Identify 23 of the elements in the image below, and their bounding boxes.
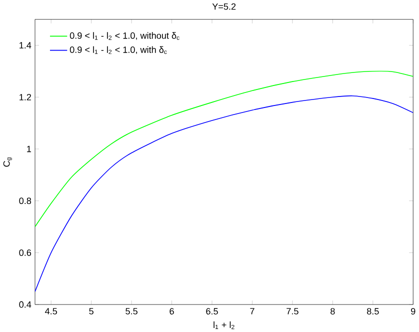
legend-label: 0.9 < l$_{1}$ - l$_{2}$ < 1.0, without δ$_{c}$ [70,32,180,40]
x-tick-label: 7.5 [286,308,298,314]
x-tick-label: 6.5 [206,308,218,314]
y-tick-label: 0.6 [19,249,32,256]
line-series [35,95,414,292]
legend-label: 0.9 < l$_{1}$ - l$_{2}$ < 1.0, with δ$_{c}$ [70,46,167,54]
x-tick-label: 8 [330,308,335,314]
y-axis-title: C$_{g}$ [3,157,12,166]
y-tick-label: 0.8 [19,197,32,204]
y-tick-label: 0.4 [19,301,32,308]
y-tick-label: 1.4 [20,42,32,48]
x-tick-label: 5.5 [126,308,138,314]
x-tick-label: 9 [411,308,416,314]
x-tick-label: 7 [250,308,254,314]
x-tick-label: 8.5 [367,308,379,314]
x-axis-title: l$_{1}$ + l$_{2}$ [214,321,234,329]
x-tick-label: 5 [89,308,94,314]
y-tick-label: 1 [27,146,32,152]
x-tick-label: 4.5 [45,308,58,314]
line-series [35,70,414,227]
x-tick-label: 6 [170,308,174,314]
chart-title: Y=5.2 [212,3,236,10]
y-tick-label: 1.2 [20,94,31,100]
